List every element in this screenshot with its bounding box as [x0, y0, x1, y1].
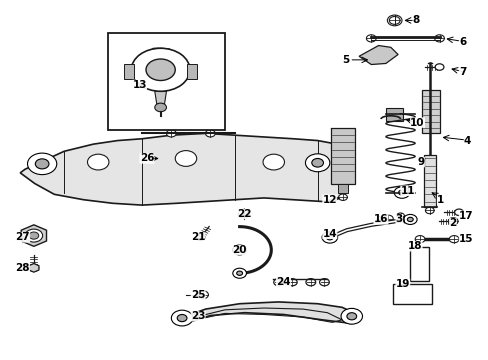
FancyBboxPatch shape — [124, 64, 134, 79]
Text: 27: 27 — [15, 232, 30, 242]
Text: 7: 7 — [458, 67, 466, 77]
Text: 22: 22 — [237, 209, 251, 219]
Circle shape — [27, 153, 57, 175]
Circle shape — [287, 279, 297, 286]
Circle shape — [346, 313, 356, 320]
Circle shape — [340, 309, 362, 324]
Circle shape — [232, 268, 246, 278]
Circle shape — [414, 235, 424, 243]
Circle shape — [448, 218, 457, 225]
Text: 20: 20 — [232, 245, 246, 255]
Circle shape — [273, 279, 283, 286]
Text: 3: 3 — [395, 215, 402, 224]
Circle shape — [196, 234, 204, 240]
Circle shape — [131, 48, 189, 91]
Text: 13: 13 — [132, 80, 146, 90]
Circle shape — [393, 187, 409, 198]
Circle shape — [155, 103, 166, 112]
Circle shape — [146, 59, 175, 81]
Circle shape — [398, 190, 405, 195]
FancyBboxPatch shape — [423, 155, 435, 207]
Text: 28: 28 — [15, 263, 30, 273]
Text: 1: 1 — [436, 195, 444, 205]
Circle shape — [25, 229, 42, 242]
Polygon shape — [20, 134, 351, 205]
FancyBboxPatch shape — [385, 108, 402, 121]
Text: 2: 2 — [448, 218, 456, 228]
Text: 25: 25 — [190, 290, 205, 300]
Text: 5: 5 — [341, 55, 348, 65]
Text: 23: 23 — [190, 311, 205, 321]
Text: 26: 26 — [140, 153, 154, 163]
FancyBboxPatch shape — [187, 64, 197, 79]
Text: 19: 19 — [395, 279, 409, 289]
Circle shape — [87, 154, 109, 170]
FancyBboxPatch shape — [108, 33, 224, 130]
Polygon shape — [21, 225, 46, 246]
Circle shape — [305, 279, 315, 286]
Text: 11: 11 — [400, 186, 414, 196]
FancyBboxPatch shape — [422, 90, 439, 134]
Circle shape — [383, 215, 392, 222]
Circle shape — [425, 207, 433, 214]
Polygon shape — [176, 302, 361, 323]
Text: 8: 8 — [412, 15, 419, 26]
Circle shape — [366, 35, 375, 42]
Circle shape — [434, 64, 443, 70]
Circle shape — [319, 279, 329, 286]
Circle shape — [326, 235, 332, 240]
Text: 24: 24 — [276, 277, 290, 287]
Circle shape — [236, 271, 242, 275]
Polygon shape — [160, 48, 189, 76]
Text: 15: 15 — [458, 234, 472, 244]
Text: 9: 9 — [417, 157, 424, 167]
Circle shape — [434, 35, 444, 42]
FancyBboxPatch shape — [330, 128, 354, 184]
Circle shape — [232, 245, 246, 255]
Circle shape — [311, 158, 323, 167]
Polygon shape — [155, 91, 166, 104]
Circle shape — [166, 130, 176, 137]
Text: 21: 21 — [190, 232, 205, 242]
Circle shape — [236, 248, 242, 252]
Circle shape — [338, 194, 346, 201]
Text: 12: 12 — [322, 195, 336, 205]
Circle shape — [171, 310, 192, 326]
Circle shape — [29, 232, 39, 239]
Circle shape — [396, 213, 404, 219]
Circle shape — [403, 215, 416, 225]
Circle shape — [263, 154, 284, 170]
Circle shape — [238, 210, 248, 218]
Text: 10: 10 — [409, 118, 424, 128]
Circle shape — [177, 315, 186, 321]
Polygon shape — [131, 48, 160, 75]
Circle shape — [447, 218, 457, 225]
Circle shape — [175, 150, 196, 166]
Text: 6: 6 — [458, 37, 466, 47]
Polygon shape — [358, 45, 397, 64]
Circle shape — [448, 235, 458, 243]
Circle shape — [35, 159, 49, 169]
Text: 16: 16 — [373, 215, 387, 224]
Text: 14: 14 — [322, 229, 336, 239]
Circle shape — [205, 130, 215, 137]
Text: 18: 18 — [407, 241, 422, 251]
Circle shape — [454, 209, 463, 216]
Text: 4: 4 — [463, 136, 470, 145]
Polygon shape — [29, 264, 39, 272]
Circle shape — [305, 154, 329, 172]
Circle shape — [29, 264, 39, 271]
Circle shape — [388, 17, 399, 24]
Text: 17: 17 — [458, 211, 473, 221]
FancyBboxPatch shape — [337, 184, 347, 193]
Circle shape — [407, 217, 412, 222]
Circle shape — [197, 291, 208, 299]
Circle shape — [322, 231, 337, 243]
